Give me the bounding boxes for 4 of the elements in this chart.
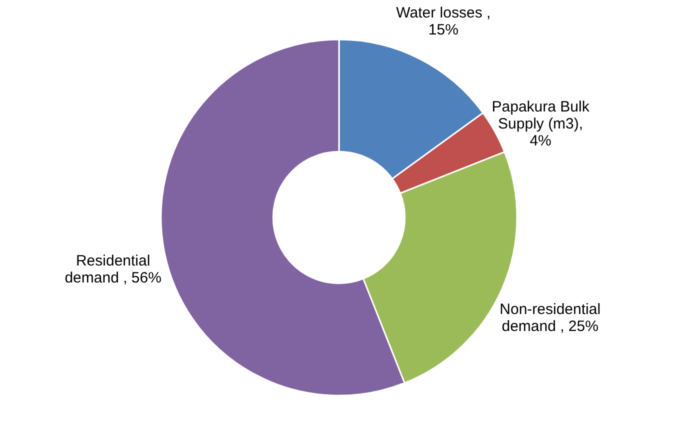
slice-label: Non-residential demand , 25% [500, 300, 601, 335]
slice-label: Water losses , 15% [396, 4, 491, 39]
slice-label: Residential demand , 56% [64, 252, 162, 287]
slice-label: Papakura Bulk Supply (m3), 4% [492, 98, 590, 150]
